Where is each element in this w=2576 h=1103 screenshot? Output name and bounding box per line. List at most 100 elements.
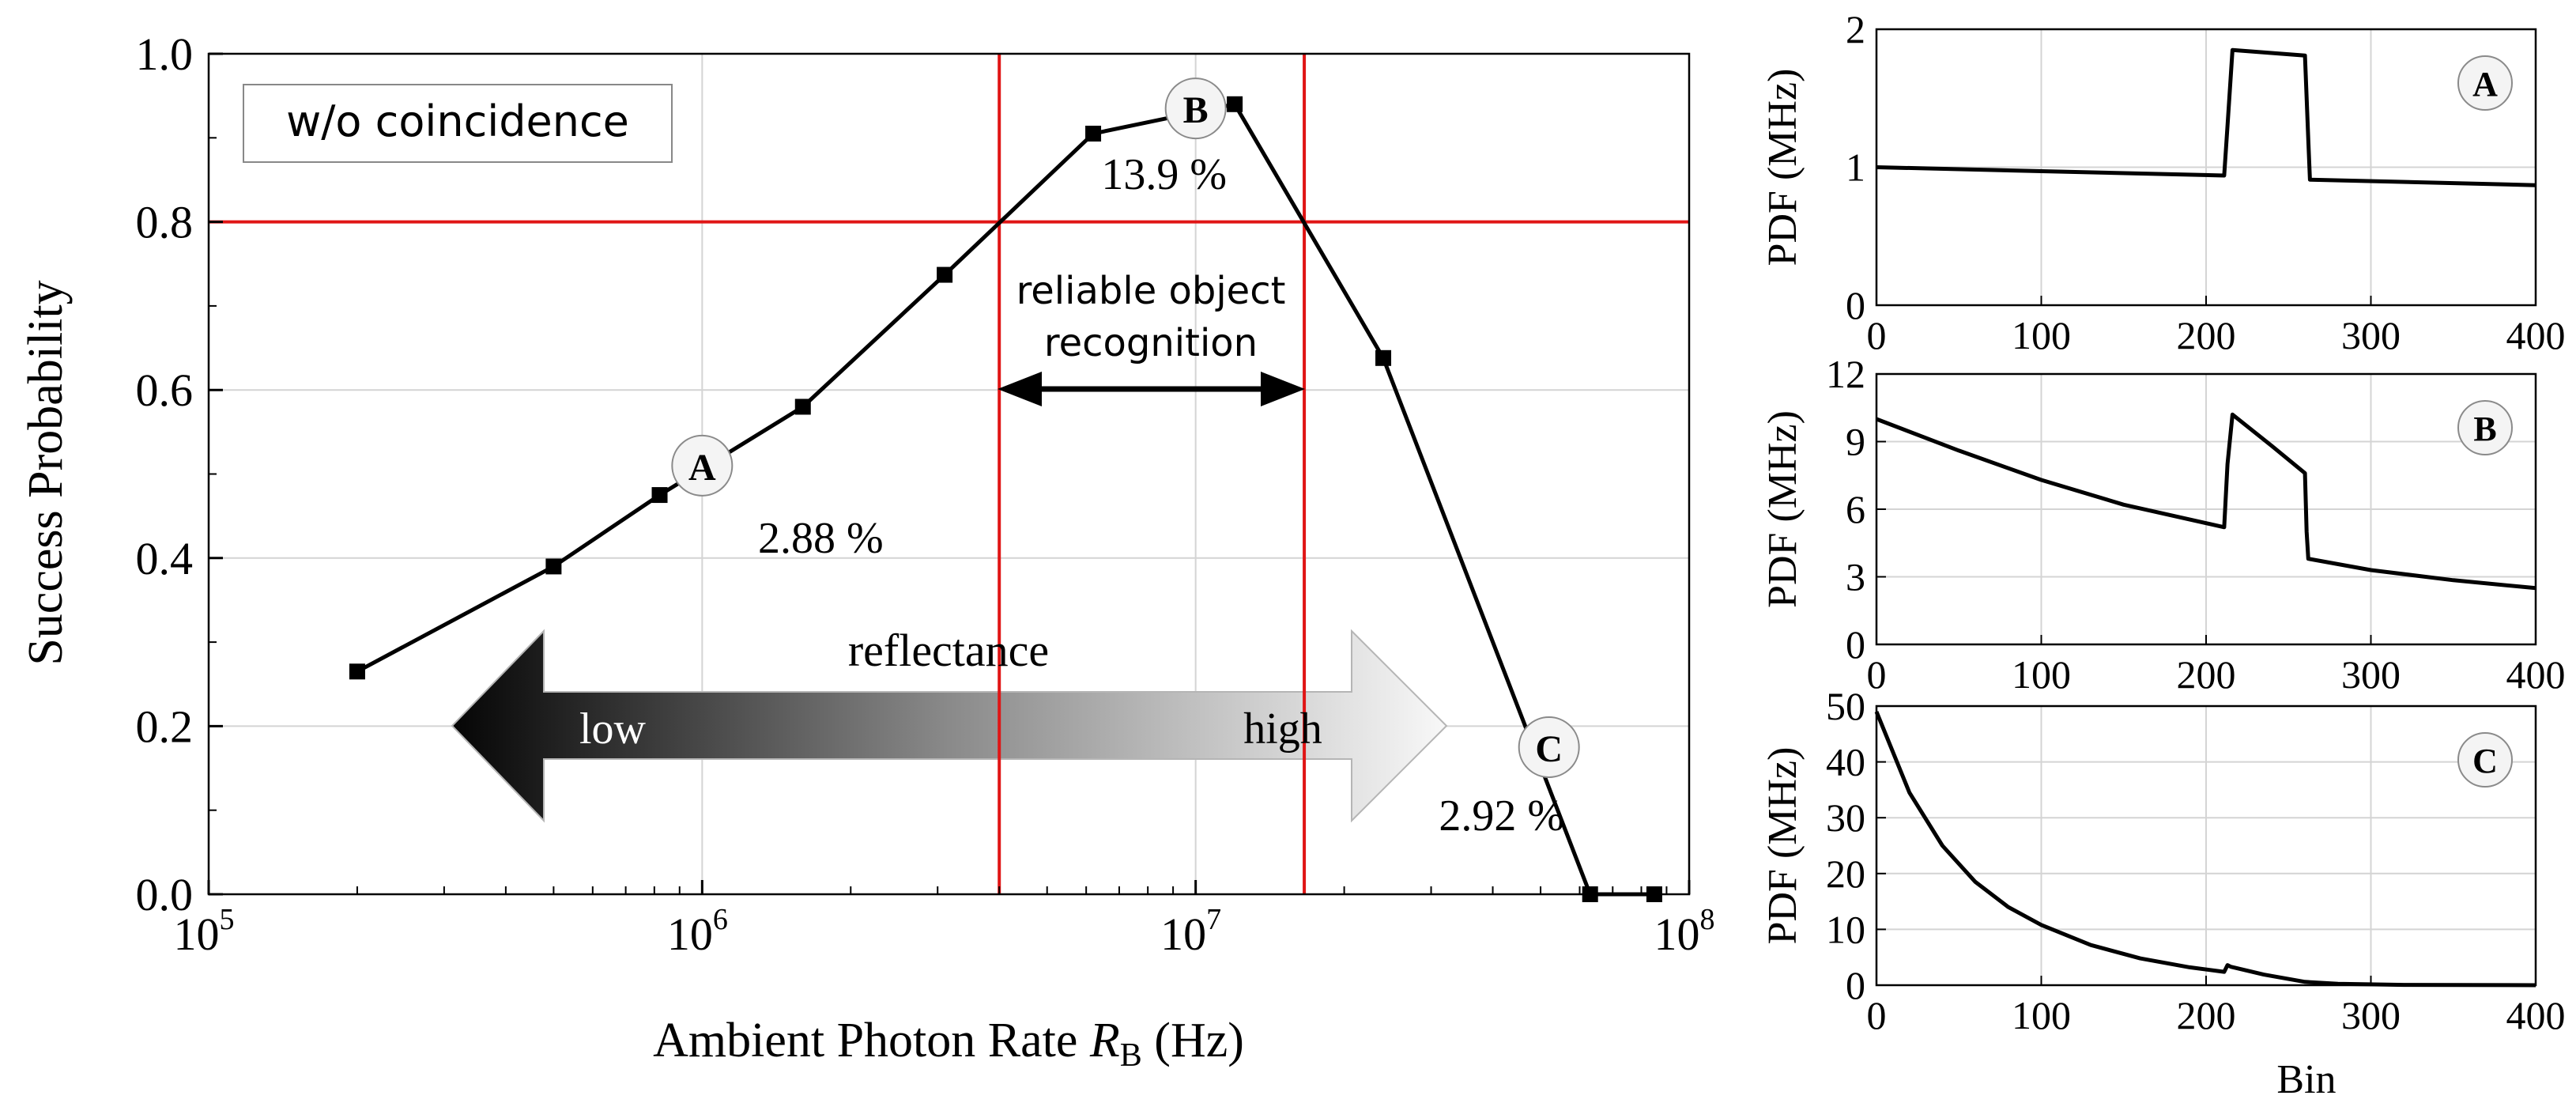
- x-tick-exp: 5: [220, 903, 235, 936]
- x-tick-exp: 6: [713, 903, 728, 936]
- panel-c-x-tick-label: 200: [2177, 993, 2236, 1037]
- panel-c-x-tick-label: 300: [2341, 993, 2401, 1037]
- range-double-arrow: [998, 372, 1305, 406]
- marker-a-value: 2.88 %: [758, 514, 884, 563]
- reflectance-gradient-arrow: [451, 629, 1448, 823]
- panel-a-x-tick-label: 100: [2012, 313, 2071, 357]
- panel-b-y-axis-title: PDF (MHz): [1760, 410, 1805, 608]
- panel-b-y-tick-label: 9: [1846, 420, 1865, 464]
- panel-b-x-tick-label: 200: [2177, 652, 2236, 697]
- panel-b-x-tick-label: 300: [2341, 652, 2401, 697]
- x-tick-label: 106: [667, 903, 728, 960]
- x-tick-base: 10: [667, 908, 713, 960]
- panel-a-x-tick-label: 0: [1867, 313, 1887, 357]
- marker-b-letter: B: [1183, 89, 1209, 131]
- x-tick-label: 105: [174, 903, 235, 960]
- range-label-line2: recognition: [1044, 321, 1258, 365]
- panel-a-y-tick-label: 1: [1846, 145, 1865, 190]
- panel-a: 0 100 200 300 400 0 1 2 PDF (MHz) A: [1760, 7, 2566, 357]
- panel-c-pdf-line: [1874, 711, 2536, 988]
- panel-c-x-axis-title: Bin: [2276, 1057, 2336, 1102]
- panel-c-y-tick-label: 30: [1826, 795, 1865, 840]
- main-overlays: [209, 54, 1689, 894]
- y-tick-label: 0.0: [136, 869, 194, 920]
- panel-b-badge-letter: B: [2473, 410, 2496, 448]
- panel-a-badge-letter: A: [2472, 65, 2498, 104]
- panel-a-x-tick-label: 300: [2341, 313, 2401, 357]
- success-probability-line: [356, 101, 1654, 897]
- x-tick-base: 10: [1654, 908, 1700, 960]
- panel-b-badge-circle: [2457, 400, 2513, 455]
- panel-c-y-tick-label: 0: [1846, 963, 1865, 1007]
- panel-c-y-tick-label: 10: [1826, 907, 1865, 951]
- x-axis-title-main: Ambient Photon Rate: [653, 1014, 1077, 1067]
- panel-c-y-axis-title: PDF (MHz): [1760, 747, 1805, 945]
- data-point: [937, 266, 953, 283]
- y-tick-label: 0.2: [136, 701, 194, 752]
- reflectance-low-label: low: [579, 704, 647, 754]
- x-tick-base: 10: [1160, 908, 1206, 960]
- x-axis-title: Ambient Photon Rate RB (Hz): [653, 1014, 1244, 1074]
- panel-b-x-tick-label: 100: [2012, 652, 2071, 697]
- main-grid: [208, 53, 1690, 895]
- panel-a-y-tick-label: 2: [1846, 7, 1865, 51]
- main-series: [349, 96, 1662, 902]
- marker-a-letter: A: [688, 447, 716, 489]
- x-tick-exp: 8: [1700, 903, 1715, 936]
- panel-b-x-tick-label: 400: [2506, 652, 2566, 697]
- data-point: [545, 558, 562, 575]
- panel-a-pdf-line: [1876, 47, 2536, 187]
- x-tick-label: 108: [1654, 903, 1715, 960]
- legend-box: [243, 84, 673, 163]
- y-axis-title: Success Probability: [19, 280, 73, 665]
- panel-b: 0 100 200 300 400 0 3 6 9 12 PDF (MHz) B: [1760, 352, 2566, 697]
- panel-b-pdf-line: [1876, 412, 2536, 591]
- panel-b-x-tick-label: 0: [1867, 652, 1887, 697]
- data-point: [1227, 96, 1243, 112]
- y-tick-label: 1.0: [136, 28, 194, 80]
- x-tick-label: 107: [1160, 903, 1221, 960]
- range-label-line1: reliable object: [1016, 269, 1286, 313]
- data-point: [1375, 349, 1392, 366]
- marker-b-circle: [1164, 77, 1227, 140]
- marker-a-circle: [671, 434, 734, 497]
- main-plot-frame: [207, 52, 1691, 896]
- panel-c-x-tick-label: 400: [2506, 993, 2566, 1037]
- panel-c-badge-letter: C: [2472, 742, 2498, 780]
- panel-b-y-tick-label: 0: [1846, 622, 1865, 667]
- panel-a-badge-circle: [2457, 55, 2513, 111]
- marker-c-letter: C: [1535, 728, 1563, 770]
- panel-b-y-tick-label: 6: [1846, 487, 1865, 531]
- data-point: [349, 663, 365, 680]
- panel-c-y-tick-label: 20: [1826, 852, 1865, 896]
- reflectance-high-label: high: [1243, 704, 1322, 754]
- panel-a-x-tick-label: 400: [2506, 313, 2566, 357]
- marker-c-circle: [1518, 716, 1580, 778]
- panel-c-x-tick-label: 0: [1867, 993, 1887, 1037]
- data-point: [794, 399, 811, 415]
- panel-c-y-tick-label: 50: [1826, 684, 1865, 728]
- panel-c-y-tick-label: 40: [1826, 740, 1865, 784]
- x-tick-exp: 7: [1206, 903, 1221, 936]
- panel-c-x-tick-label: 100: [2012, 993, 2071, 1037]
- x-axis-title-unit: (Hz): [1154, 1014, 1244, 1067]
- marker-b-value: 13.9 %: [1101, 150, 1227, 199]
- y-tick-label: 0.6: [136, 365, 194, 416]
- x-tick-base: 10: [174, 908, 220, 960]
- x-axis-title-sub: B: [1120, 1037, 1142, 1074]
- y-tick-label: 0.8: [136, 197, 194, 248]
- panel-c-badge-circle: [2457, 732, 2513, 788]
- reflectance-title: reflectance: [848, 625, 1049, 676]
- panel-a-x-tick-label: 200: [2177, 313, 2236, 357]
- legend-text: w/o coincidence: [286, 96, 629, 146]
- panel-a-y-axis-title: PDF (MHz): [1760, 69, 1805, 266]
- main-markers: A 2.88 % B 13.9 % C 2.92 %: [671, 77, 1580, 840]
- y-tick-label: 0.4: [136, 533, 194, 584]
- panel-b-y-tick-label: 3: [1846, 555, 1865, 599]
- x-axis-title-var: R: [1089, 1014, 1120, 1067]
- panel-a-y-tick-label: 0: [1846, 283, 1865, 327]
